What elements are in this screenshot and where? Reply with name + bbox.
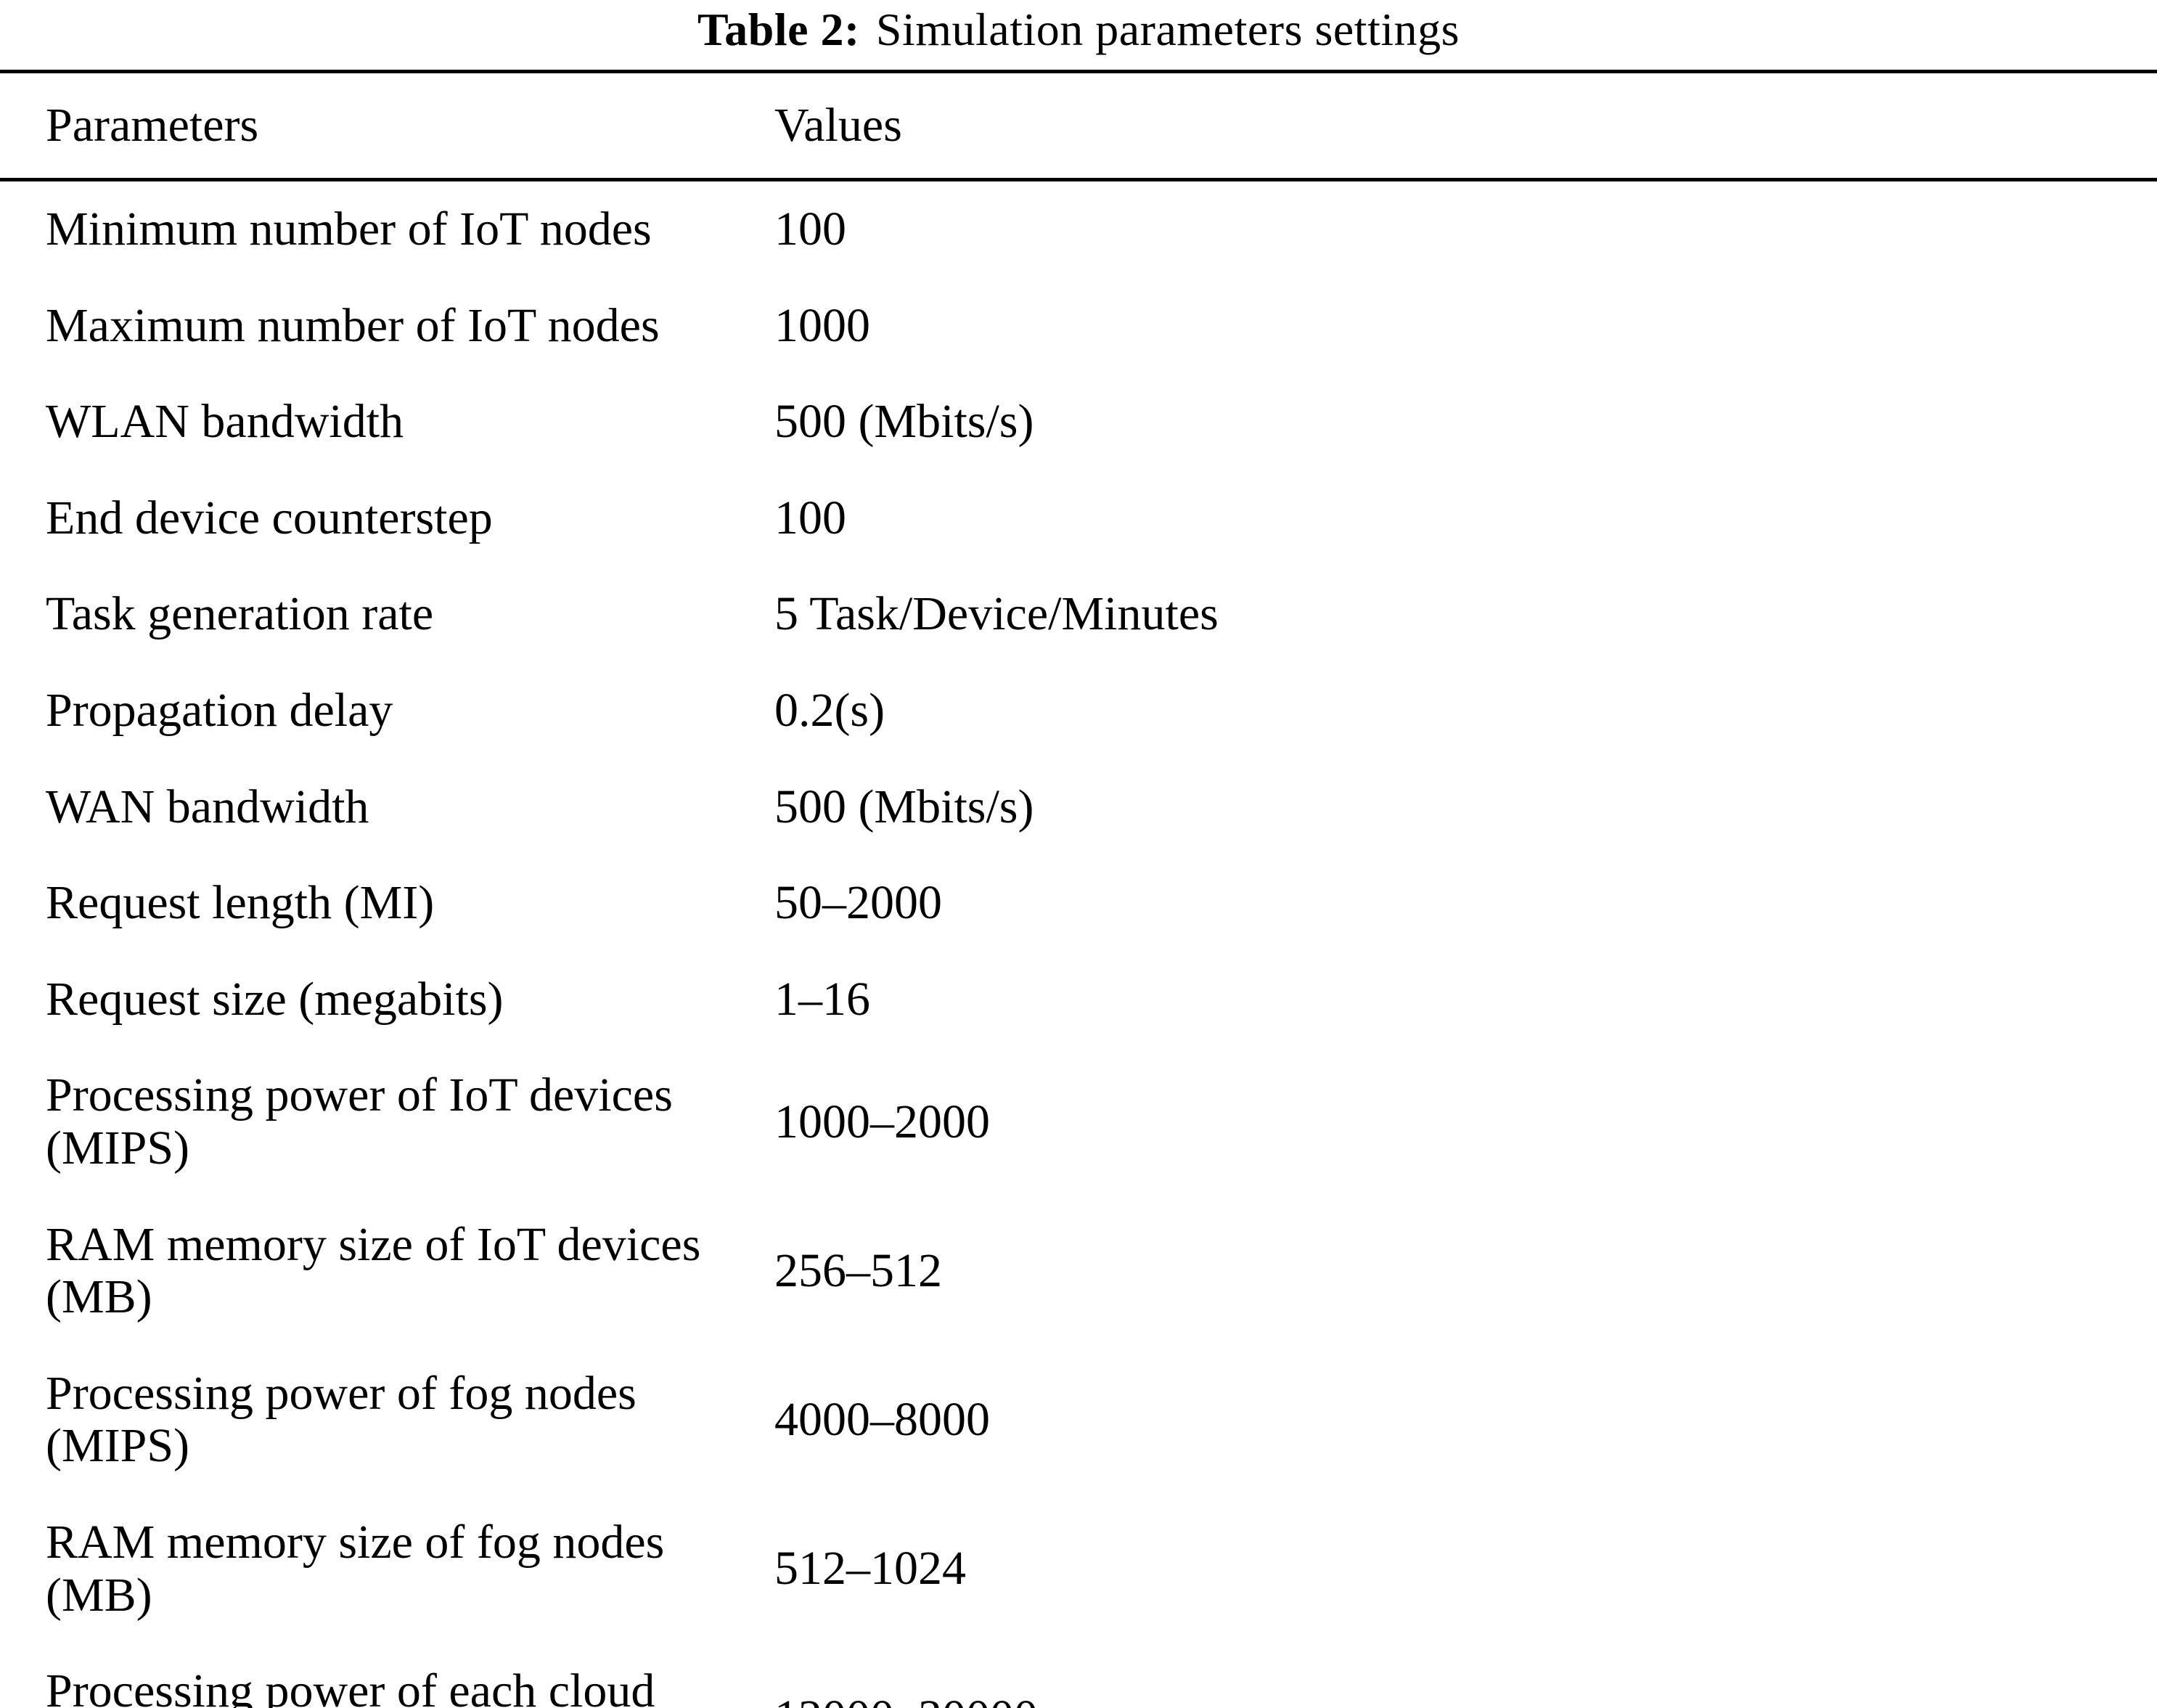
parameter-cell: Request length (MI): [46, 876, 435, 930]
table-row: Processing power of fog nodes (MIPS) 400…: [0, 1346, 2157, 1495]
table-body: Minimum number of IoT nodes 100 Maximum …: [0, 180, 2157, 1708]
value-cell: 0.2(s): [774, 683, 885, 737]
parameter-cell: Maximum number of IoT nodes: [46, 298, 660, 352]
value-cell: 100: [774, 203, 846, 256]
table-row: Task generation rate 5 Task/Device/Minut…: [0, 566, 2157, 663]
table-row: WLAN bandwidth 500 (Mbits/s): [0, 374, 2157, 470]
value-cell: 12000–30000: [774, 1643, 2157, 1708]
parameter-cell: End device counterstep: [46, 491, 493, 544]
value-cell: 4000–8000: [774, 1393, 990, 1447]
parameter-cell: RAM memory size of fog nodes (MB): [46, 1515, 665, 1622]
table-row: RAM memory size of IoT devices (MB) 256–…: [0, 1197, 2157, 1346]
table-row: Propagation delay 0.2(s): [0, 663, 2157, 759]
column-header-values: Values: [774, 71, 2157, 181]
parameter-cell: WLAN bandwidth: [46, 395, 404, 449]
parameter-cell: WAN bandwidth: [46, 780, 369, 833]
parameter-cell: Processing power of fog nodes (MIPS): [46, 1366, 637, 1473]
parameter-cell: Minimum number of IoT nodes: [46, 203, 652, 256]
value-cell: 1000: [774, 298, 870, 352]
table-row: RAM memory size of fog nodes (MB) 512–10…: [0, 1495, 2157, 1643]
value-cell: 500 (Mbits/s): [774, 780, 1034, 833]
value-cell: 50–2000: [774, 876, 942, 930]
parameter-cell: Task generation rate: [46, 587, 434, 641]
table-row: Minimum number of IoT nodes 100: [0, 180, 2157, 278]
parameter-cell: RAM memory size of IoT devices (MB): [46, 1217, 701, 1324]
table-row: Maximum number of IoT nodes 1000: [0, 278, 2157, 375]
value-cell: 5 Task/Device/Minutes: [774, 587, 1219, 641]
value-cell: 512–1024: [774, 1542, 966, 1595]
table-row: WAN bandwidth 500 (Mbits/s): [0, 759, 2157, 856]
table-caption-label: Table 2:: [697, 4, 860, 55]
value-cell: 100: [774, 491, 846, 544]
value-cell: 1000–2000: [774, 1095, 990, 1148]
column-header-parameters: Parameters: [0, 71, 774, 181]
table-row: End device counterstep 100: [0, 470, 2157, 567]
simulation-parameters-table: Parameters Values Minimum number of IoT …: [0, 70, 2157, 1708]
value-cell: 256–512: [774, 1243, 942, 1297]
table-caption-text: Simulation parameters settings: [875, 4, 1460, 55]
table-row: Processing power of each cloud server (M…: [0, 1643, 2157, 1708]
table-header-row: Parameters Values: [0, 71, 2157, 181]
table-caption: Table 2: Simulation parameters settings: [0, 0, 2157, 70]
parameter-cell: Processing power of IoT devices (MIPS): [46, 1068, 673, 1174]
value-cell: 500 (Mbits/s): [774, 395, 1034, 449]
parameter-cell: Propagation delay: [46, 683, 393, 737]
table-row: Request length (MI) 50–2000: [0, 855, 2157, 952]
value-cell: 1–16: [774, 972, 870, 1026]
parameter-cell: Request size (megabits): [46, 972, 504, 1026]
parameter-cell: Processing power of each cloud server (M…: [46, 1664, 655, 1708]
table-row: Processing power of IoT devices (MIPS) 1…: [0, 1047, 2157, 1196]
table-row: Request size (megabits) 1–16: [0, 952, 2157, 1048]
